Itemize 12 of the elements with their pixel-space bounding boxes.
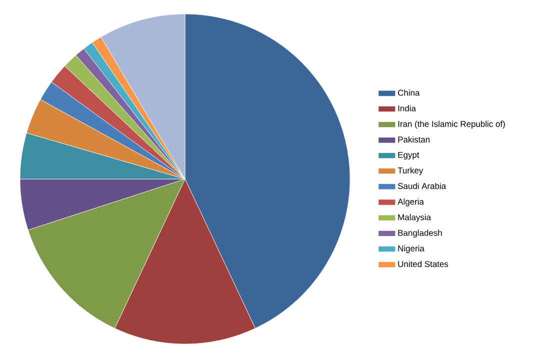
legend-label: China [398,90,420,96]
legend-label: Egypt [398,152,420,160]
legend-label: Malaysia [398,214,431,222]
legend-label: Algeria [398,198,424,206]
legend-label: Pakistan [398,136,430,143]
legend-label: United States [398,260,448,268]
legend-label: Bangladesh [398,230,442,238]
legend-label: Saudi Arabia [398,182,446,190]
legend-label: Iran (the Islamic Republic of) [398,120,505,129]
legend-label: Turkey [398,167,424,176]
legend-label: India [398,105,416,112]
legend-label: Nigeria [398,245,424,254]
